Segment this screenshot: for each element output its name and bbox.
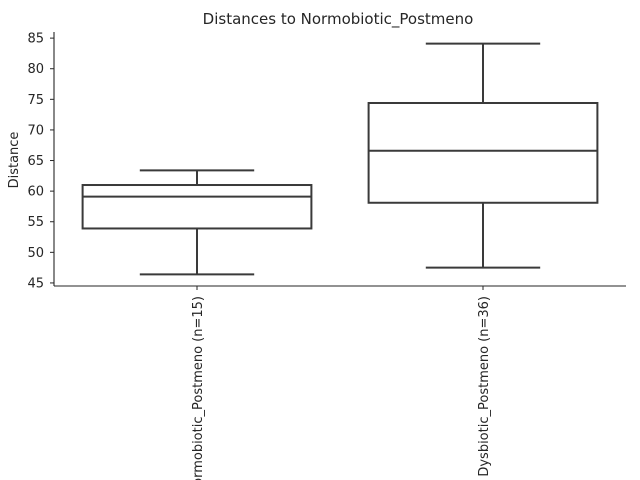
y-tick-label: 45 bbox=[27, 276, 44, 291]
plot-area: 45 50 55 60 65 70 75 80 85 Normobiotic_Postmeno (… bbox=[27, 32, 626, 480]
y-tick-label: 60 bbox=[27, 185, 44, 200]
y-tick-label: 65 bbox=[27, 154, 44, 169]
y-tick-label: 85 bbox=[27, 32, 44, 47]
y-tick-label: 55 bbox=[27, 215, 44, 230]
y-tick-label: 80 bbox=[27, 62, 44, 77]
x-tick-label: Normobiotic_Postmeno (n=15) bbox=[191, 296, 206, 480]
y-tick-label: 50 bbox=[27, 246, 44, 261]
y-tick-label: 75 bbox=[27, 93, 44, 108]
chart-title: Distances to Normobiotic_Postmeno bbox=[203, 10, 474, 29]
x-tick-label: Dysbiotic_Postmeno (n=36) bbox=[477, 296, 492, 477]
y-axis-label: Distance bbox=[7, 132, 22, 189]
y-tick-label: 70 bbox=[27, 123, 44, 138]
box-iqr bbox=[367, 101, 599, 204]
box-iqr bbox=[81, 184, 313, 230]
